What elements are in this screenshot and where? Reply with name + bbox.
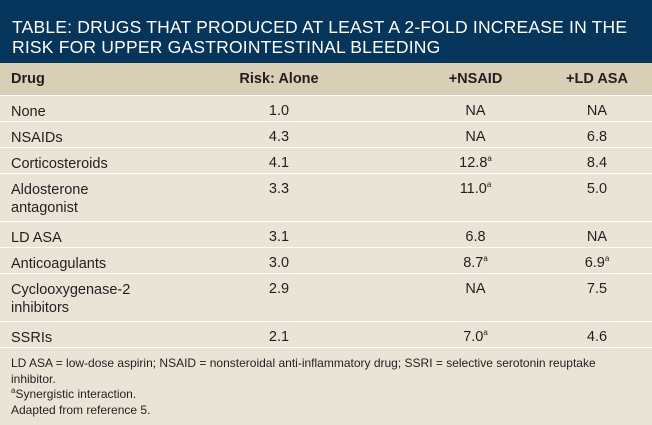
header-row: Drug Risk: Alone +NSAID +LD ASA [0, 63, 652, 95]
ld-asa-value: NA [586, 102, 608, 119]
nsaid-footnote-marker: a [483, 253, 488, 263]
drug-name: Anticoagulants [11, 255, 107, 272]
header-plus-ld-asa: +LD ASA [566, 71, 628, 87]
table-row: SSRIs 2.1 7.0a 4.6 [0, 321, 652, 347]
nsaid-value: NA [465, 128, 486, 145]
table-footnotes: LD ASA = low-dose aspirin; NSAID = nonst… [0, 347, 652, 418]
drug-name: NSAIDs [11, 129, 63, 146]
table-row: Aldosterone antagonist 3.3 11.0a 5.0 [0, 173, 652, 221]
footnote-marker: a [11, 386, 16, 395]
table-row: Cyclooxygenase-2 inhibitors 2.9 NA 7.5 [0, 273, 652, 321]
ld-asa-value: 6.9 [584, 254, 605, 271]
drug-name: SSRIs [11, 329, 53, 346]
table-row: LD ASA 3.1 6.8 NA [0, 221, 652, 247]
synergistic-note-text: Synergistic interaction. [15, 387, 137, 401]
ld-asa-value: 5.0 [586, 180, 608, 197]
risk-alone-cell: 1.0 [268, 102, 290, 119]
risk-alone-cell: 2.9 [268, 280, 290, 297]
nsaid-value: 6.8 [465, 228, 486, 245]
nsaid-value: 8.7 [463, 254, 484, 271]
abbreviations-note: LD ASA = low-dose aspirin; NSAID = nonst… [11, 356, 596, 386]
nsaid-footnote-marker: a [486, 179, 492, 189]
nsaid-footnote-marker: a [483, 327, 488, 337]
risk-alone-cell: 3.3 [268, 180, 290, 197]
drug-name: Corticosteroids [11, 155, 108, 172]
header-plus-nsaid: +NSAID [448, 71, 503, 87]
source-note: Adapted from reference 5. [11, 402, 151, 417]
ld-asa-value: NA [586, 228, 608, 245]
risk-alone-cell: 2.1 [268, 328, 290, 345]
drug-name: LD ASA [11, 229, 62, 246]
table-row: NSAIDs 4.3 NA 6.8 [0, 121, 652, 147]
header-risk-alone: Risk: Alone [239, 71, 319, 87]
ld-asa-value: 8.4 [586, 154, 608, 171]
table-row: None 1.0 NA NA [0, 95, 652, 121]
nsaid-value: NA [465, 102, 486, 119]
table-row: Corticosteroids 4.1 12.8a 8.4 [0, 147, 652, 173]
nsaid-value: 11.0 [459, 180, 487, 197]
nsaid-value: 7.0 [463, 328, 484, 345]
risk-alone-cell: 4.3 [268, 128, 290, 145]
ld-asa-value: 6.8 [586, 128, 608, 145]
drug-risk-table: Drug Risk: Alone +NSAID +LD ASA None 1.0… [0, 63, 652, 347]
ld-asa-value: 7.5 [586, 280, 608, 297]
drug-name: Cyclooxygenase-2 inhibitors [11, 281, 131, 316]
header-drug: Drug [11, 71, 45, 87]
risk-alone-cell: 4.1 [268, 154, 290, 171]
drug-name: None [11, 103, 46, 120]
table-row: Anticoagulants 3.0 8.7a 6.9a [0, 247, 652, 273]
risk-alone-cell: 3.1 [268, 228, 290, 245]
synergistic-note: aSynergistic interaction. [11, 387, 641, 403]
drug-name: Aldosterone antagonist [11, 181, 89, 216]
nsaid-footnote-marker: a [487, 153, 492, 163]
table-title: TABLE: DRUGS THAT PRODUCED AT LEAST A 2-… [0, 0, 652, 63]
risk-alone-cell: 3.0 [268, 254, 290, 271]
nsaid-value: NA [465, 280, 486, 297]
nsaid-value: 12.8 [459, 154, 488, 171]
ld-asa-footnote-marker: a [604, 253, 610, 263]
ld-asa-value: 4.6 [586, 328, 608, 345]
